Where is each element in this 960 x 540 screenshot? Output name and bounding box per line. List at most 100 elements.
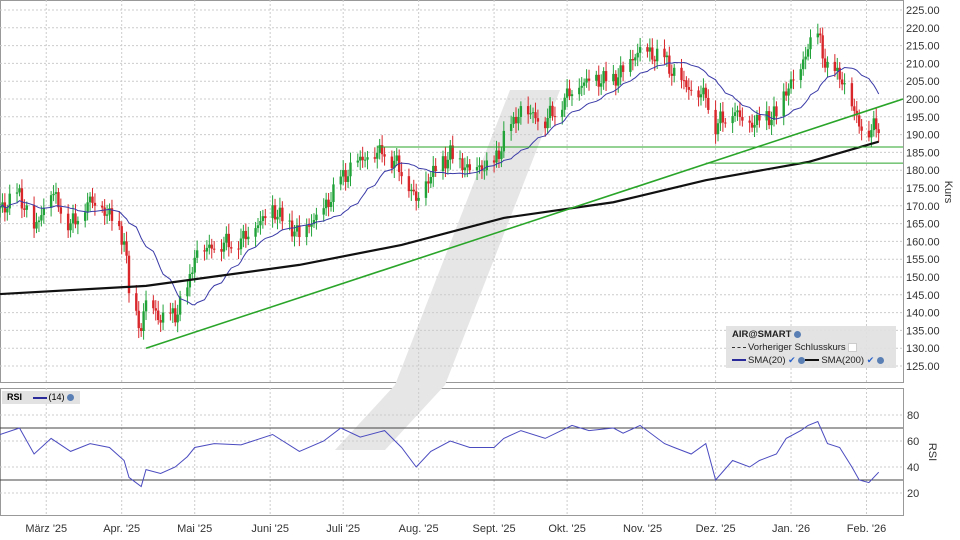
candle bbox=[25, 205, 28, 210]
candle bbox=[176, 314, 179, 323]
candle bbox=[553, 116, 557, 118]
candle bbox=[668, 55, 671, 74]
candle bbox=[144, 300, 148, 312]
candle bbox=[18, 188, 21, 193]
price-tick-label: 200.00 bbox=[906, 94, 940, 106]
candle bbox=[792, 79, 795, 81]
candle bbox=[497, 150, 501, 159]
candle bbox=[305, 225, 308, 238]
candle bbox=[101, 205, 104, 208]
candle bbox=[617, 77, 620, 86]
candle bbox=[122, 241, 126, 245]
candle bbox=[449, 145, 452, 160]
candle bbox=[536, 118, 540, 122]
price-tick-label: 195.00 bbox=[906, 112, 940, 124]
checkbox-icon[interactable] bbox=[848, 342, 858, 352]
candle bbox=[548, 105, 552, 119]
candle bbox=[724, 122, 727, 124]
candle bbox=[91, 196, 94, 203]
candle bbox=[32, 205, 36, 229]
candle bbox=[755, 115, 759, 125]
candle bbox=[410, 189, 413, 192]
check-icon[interactable]: ✔ bbox=[866, 355, 875, 365]
candle bbox=[344, 170, 347, 182]
candle bbox=[670, 73, 673, 76]
candle bbox=[638, 47, 642, 53]
legend-sma200: SMA(200) bbox=[821, 355, 865, 366]
candle bbox=[546, 118, 549, 129]
candle bbox=[261, 216, 265, 222]
candle bbox=[855, 110, 858, 116]
candle bbox=[271, 205, 274, 219]
candle bbox=[341, 170, 345, 177]
candle bbox=[76, 220, 80, 225]
candle bbox=[799, 69, 802, 81]
rsi-tick-label: 40 bbox=[907, 462, 919, 474]
legend-sma20: SMA(20) bbox=[748, 355, 786, 366]
x-tick-label: Juni '25 bbox=[251, 523, 289, 535]
candle bbox=[685, 80, 688, 88]
candle bbox=[665, 55, 669, 58]
candle bbox=[142, 311, 145, 331]
candle bbox=[819, 33, 822, 36]
candle bbox=[37, 220, 41, 223]
candle bbox=[395, 155, 398, 161]
sma200-swatch bbox=[805, 359, 820, 362]
candle bbox=[139, 328, 143, 331]
candle bbox=[663, 48, 666, 58]
candle bbox=[441, 156, 445, 172]
price-tick-label: 125.00 bbox=[906, 361, 940, 373]
candle bbox=[259, 221, 262, 226]
candle bbox=[621, 65, 625, 72]
candle bbox=[135, 293, 138, 311]
candle bbox=[514, 116, 518, 124]
candle bbox=[205, 247, 209, 252]
candle bbox=[475, 167, 479, 171]
candle bbox=[380, 145, 384, 155]
candle bbox=[634, 57, 637, 61]
candle bbox=[789, 79, 793, 89]
candle bbox=[349, 162, 352, 177]
candle bbox=[753, 124, 756, 128]
candle bbox=[281, 207, 284, 222]
candle bbox=[66, 213, 70, 231]
chart-legend: AIR@SMART Vorheriger Schlusskurs SMA(20)… bbox=[726, 326, 896, 368]
candle bbox=[838, 67, 841, 80]
candle bbox=[191, 272, 194, 275]
candle bbox=[682, 80, 686, 82]
price-tick-label: 160.00 bbox=[906, 236, 940, 248]
candle bbox=[612, 73, 615, 82]
price-tick-label: 140.00 bbox=[906, 308, 940, 320]
globe-icon[interactable] bbox=[794, 330, 802, 338]
candle bbox=[804, 56, 807, 60]
globe-icon[interactable] bbox=[876, 356, 884, 364]
candle bbox=[93, 202, 97, 206]
candle bbox=[315, 214, 318, 220]
candle bbox=[157, 310, 160, 321]
candle bbox=[310, 224, 313, 227]
candle bbox=[704, 87, 708, 98]
candle bbox=[293, 231, 296, 237]
globe-icon[interactable] bbox=[798, 356, 806, 364]
candle bbox=[636, 52, 639, 58]
candle bbox=[826, 61, 829, 68]
candle bbox=[604, 71, 608, 82]
candle bbox=[458, 158, 462, 160]
candle bbox=[15, 192, 19, 194]
check-icon[interactable]: ✔ bbox=[788, 355, 796, 365]
candle bbox=[721, 111, 725, 123]
globe-icon[interactable] bbox=[67, 394, 75, 402]
candle bbox=[49, 195, 53, 208]
candle bbox=[322, 208, 325, 215]
price-tick-label: 210.00 bbox=[906, 58, 940, 70]
candle bbox=[105, 214, 109, 216]
candle bbox=[40, 215, 43, 221]
candle bbox=[6, 208, 9, 213]
candle bbox=[731, 116, 734, 124]
candle bbox=[461, 158, 464, 171]
price-tick-label: 175.00 bbox=[906, 183, 940, 195]
candle bbox=[169, 312, 172, 314]
watermark-logo bbox=[335, 385, 445, 450]
candle bbox=[378, 145, 381, 153]
